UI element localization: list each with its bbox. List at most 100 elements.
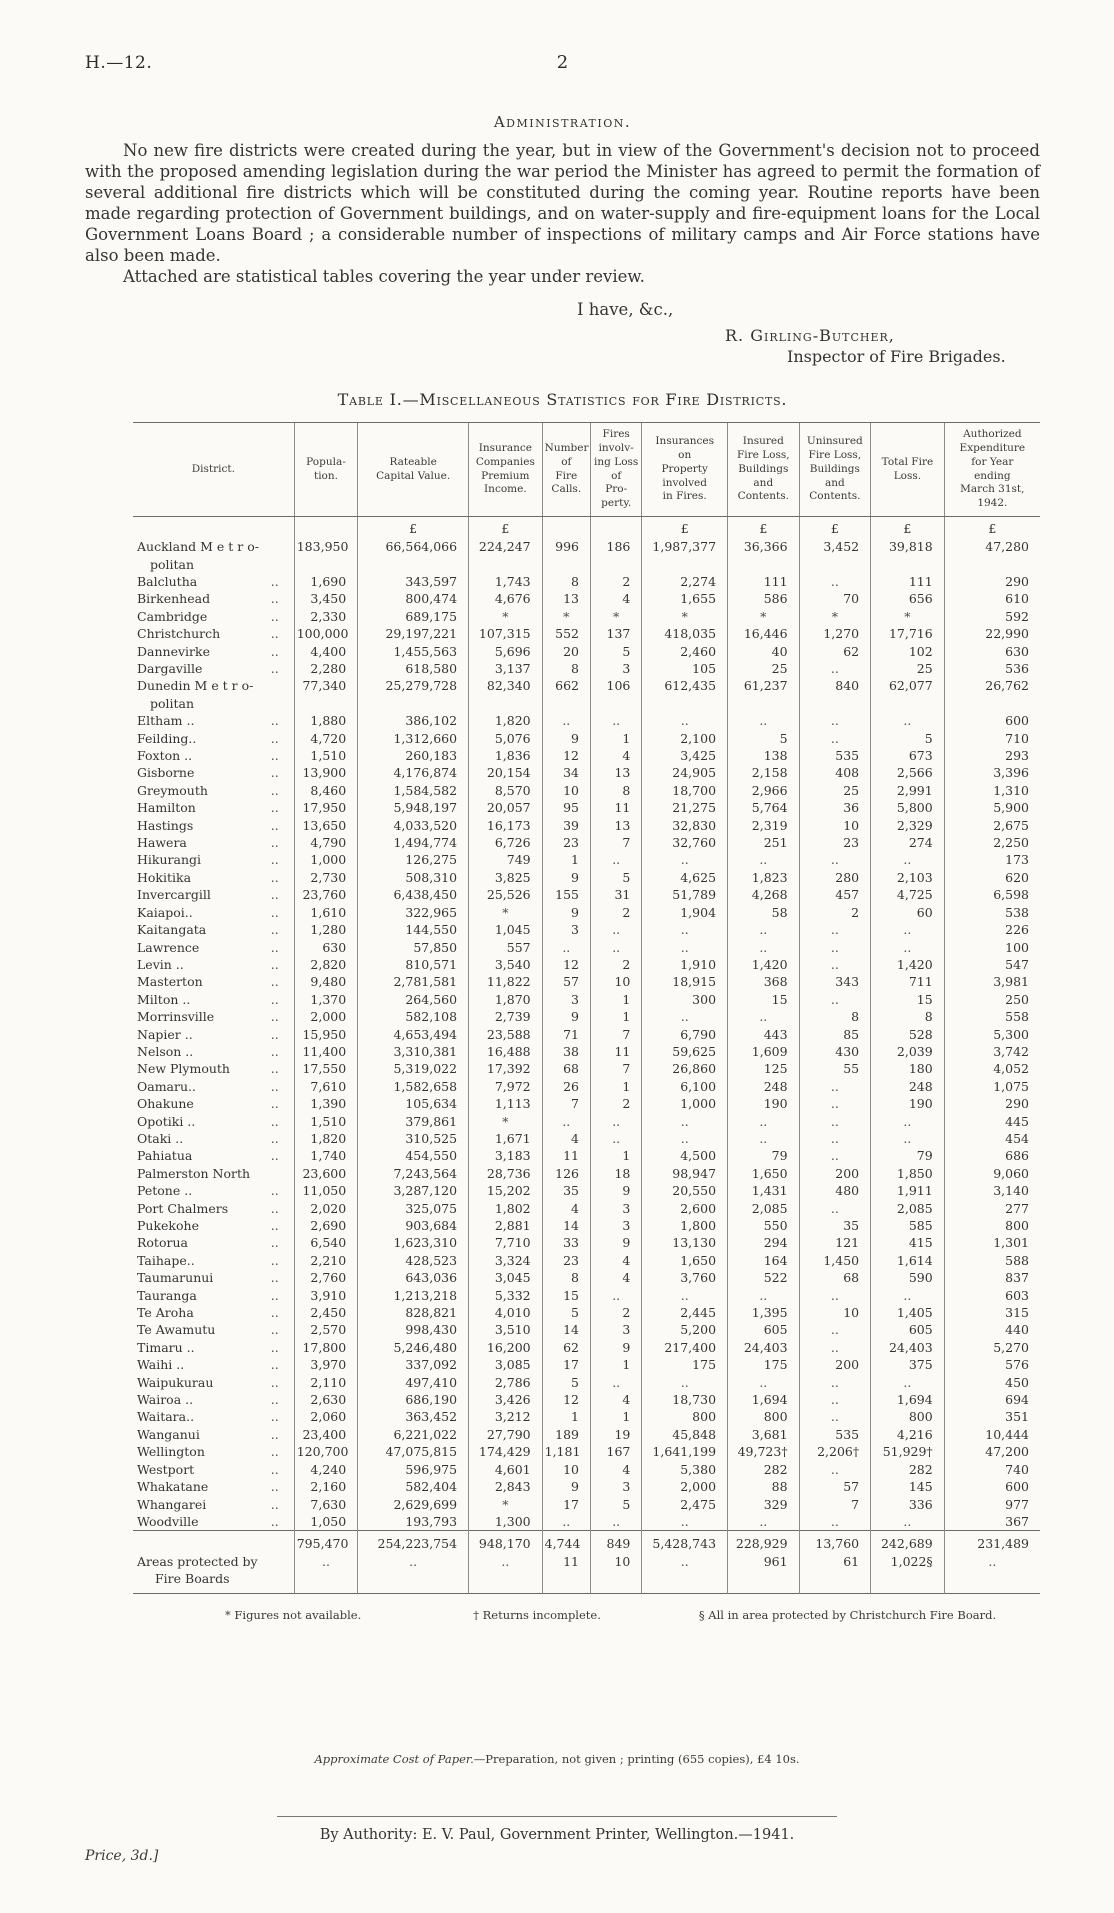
value-cell: 60 [870,903,945,922]
district-cell: Westport.. [133,1461,294,1478]
value-cell: 4,790 [293,834,358,852]
value-cell: 12 [541,955,591,974]
value-cell: 1,870 [468,990,543,1009]
value-cell: 10 [798,1304,871,1322]
value-cell: 35 [541,1182,591,1200]
totals-value-cell: .. [293,1552,358,1594]
value-cell: 85 [798,1025,871,1043]
dot-leader: .. [270,765,279,781]
page-header: H.—12. 2 [85,52,1040,73]
dot-leader: .. [270,748,279,764]
value-cell: 1,910 [641,955,728,974]
value-cell: 3,681 [727,1425,800,1444]
value-cell: 5,246,480 [357,1338,469,1357]
district-cell: Dargaville.. [133,660,294,677]
dot-leader: .. [270,1479,279,1495]
value-cell: 47,200 [943,1443,1040,1461]
district-cell: Dunedin M e t r o- politan [133,677,294,712]
table-row: Taumarunui.. 2,760 643,036 3,045 8 4 3,760 522 6… [133,1269,1040,1287]
value-cell: 107,315 [468,625,543,643]
value-cell: .. [870,921,945,939]
value-cell: 3 [541,990,591,1009]
dot-leader: .. [270,1461,279,1477]
value-cell: 8 [870,1008,945,1026]
value-cell: .. [727,938,800,956]
district-name: Dargaville [137,661,203,676]
value-cell: 251 [727,834,800,852]
value-cell: 51,929† [870,1443,945,1461]
totals-value-cell: 10 [589,1552,642,1594]
value-cell: 368 [727,973,800,991]
dot-leader: .. [270,1078,279,1094]
value-cell: 5 [589,642,642,660]
value-cell: 8 [541,1269,591,1287]
value-cell: 8 [541,660,591,678]
value-cell: 536 [943,660,1040,678]
dot-leader: .. [270,661,279,676]
value-cell: 1 [589,1356,642,1374]
table-header-row: District. Popula- tion. Rateable Capital V… [133,421,1040,518]
value-cell: 7,610 [293,1077,358,1096]
value-cell: 4 [589,1391,642,1409]
value-cell: .. [641,712,728,730]
district-name: Te Awamutu [137,1322,216,1338]
value-cell: 55 [798,1060,871,1078]
district-cell: Whangarei.. [133,1496,294,1513]
value-cell: 100 [943,938,1040,956]
dot-leader: .. [270,643,279,659]
value-cell: 11,400 [293,1042,358,1061]
district-name: Lawrence [137,939,200,955]
district-name: Te Aroha [137,1305,194,1321]
value-cell: 3,540 [468,955,543,974]
column-header-1: Popula- tion. [293,421,358,518]
value-cell: 1,614 [870,1251,945,1270]
value-cell: 8 [798,1008,871,1026]
district-name: Taihape.. [137,1252,195,1268]
value-cell: 31 [589,886,642,904]
value-cell: 47,280 [943,538,1040,573]
value-cell: 2,319 [727,816,800,835]
table-row: Kaiapoi.... 1,610 322,965 * 9 2 1,904 58 2 60 538 [133,903,1040,922]
district-name: Wellington [137,1444,205,1460]
value-cell: .. [798,1199,871,1217]
value-cell: 7,972 [468,1077,543,1096]
table-row: Otaki .... 1,820 310,525 1,671 4.......... 45… [133,1129,1040,1148]
value-cell: .. [589,1112,642,1130]
value-cell: .. [798,921,871,939]
dot-leader: .. [270,1235,279,1251]
value-cell: 2,843 [468,1478,543,1496]
district-cell: Woodville.. [133,1513,294,1531]
value-cell: 596,975 [357,1460,469,1479]
value-cell: 662 [541,677,591,713]
totals-label-cell [133,1531,294,1553]
value-cell: 5,319,022 [357,1060,469,1078]
district-cell: Hamilton.. [133,799,294,816]
district-cell: Gisborne.. [133,764,294,781]
value-cell: 15,202 [468,1182,543,1200]
value-cell: 2,781,581 [357,973,469,991]
value-cell: .. [870,712,945,730]
value-cell: 2,274 [641,572,728,591]
value-cell: 24,403 [870,1338,945,1357]
value-cell: .. [870,1286,945,1305]
totals-label-cell: Areas protected by Fire Boards [133,1553,294,1593]
value-cell: .. [798,1147,871,1165]
dot-leader: .. [270,939,279,955]
district-name: Kaitangata [137,922,207,938]
value-cell: 1,312,660 [357,729,469,748]
value-cell: 547 [943,955,1040,974]
value-cell: 4,625 [641,868,728,887]
value-cell: 32,760 [641,834,728,852]
value-cell: 186 [589,538,642,573]
value-cell: 4,653,494 [357,1025,469,1043]
currency-symbol-cell: £ [357,516,469,539]
currency-symbol-cell [133,517,294,539]
value-cell: 620 [943,868,1040,887]
value-cell: 1,510 [293,747,358,765]
value-cell: 1,694 [727,1391,800,1409]
value-cell: 29,197,221 [357,625,469,643]
value-cell: 20,550 [641,1182,728,1200]
value-cell: 58 [727,903,800,922]
district-cell: Greymouth.. [133,782,294,799]
